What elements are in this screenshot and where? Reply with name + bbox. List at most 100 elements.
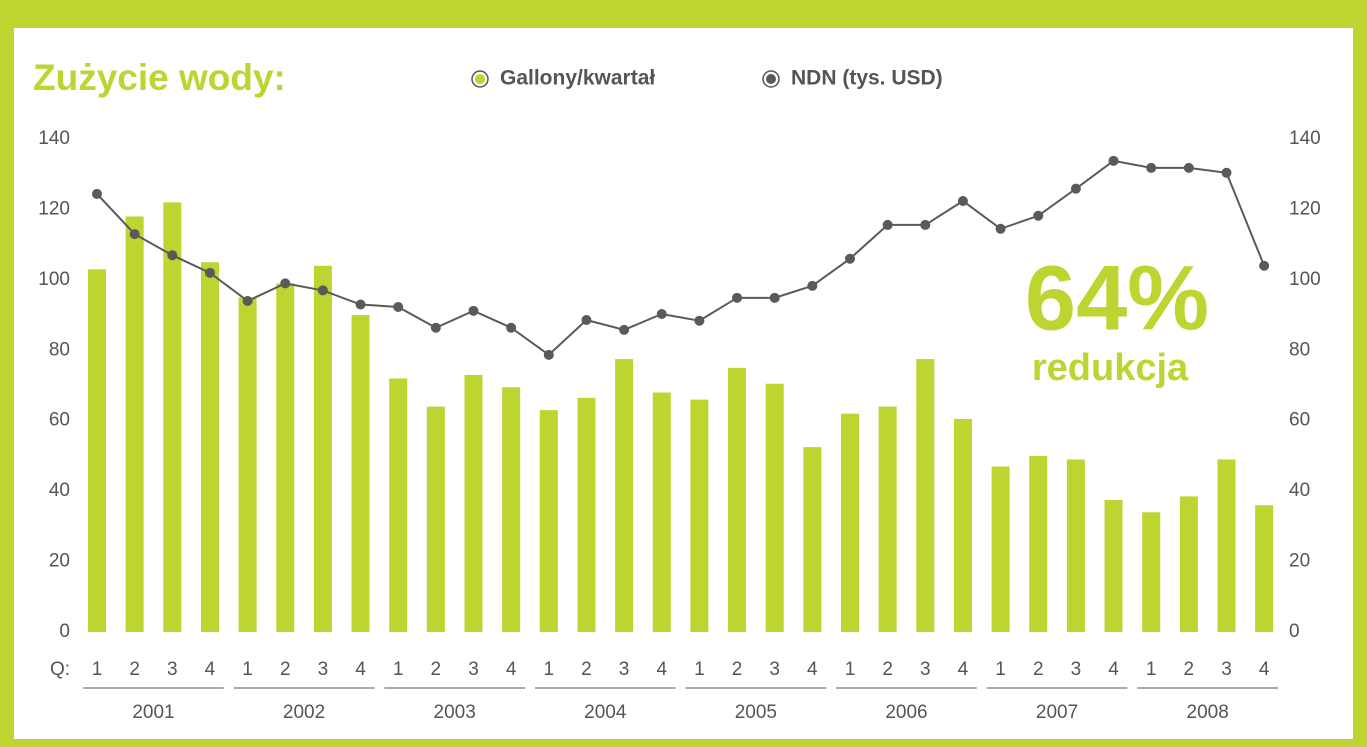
bar [163, 202, 182, 632]
y2-tick-label: 100 [1289, 269, 1321, 290]
group-label: 2002 [283, 702, 325, 723]
point [506, 322, 517, 333]
x-tick-label: 3 [1221, 659, 1232, 680]
bar [200, 262, 219, 632]
bar [953, 418, 972, 632]
bar [878, 406, 897, 632]
x-tick-label: 2 [129, 659, 140, 680]
x-axis-label: Q: [50, 659, 70, 680]
point [995, 223, 1006, 234]
y-tick-label: 20 [49, 551, 70, 572]
legend-label: Gallony/kwartał [500, 67, 655, 90]
y2-tick-label: 80 [1289, 339, 1310, 360]
group-label: 2001 [132, 702, 174, 723]
point [957, 195, 968, 206]
bar [615, 359, 634, 632]
x-tick-label: 4 [205, 659, 216, 680]
x-tick-label: 3 [1071, 659, 1082, 680]
point [1033, 210, 1044, 221]
point [92, 188, 102, 199]
point [807, 280, 818, 291]
bar [125, 216, 144, 632]
bar [1255, 505, 1274, 632]
bar [690, 399, 709, 632]
x-tick-label: 2 [431, 659, 442, 680]
y-tick-label: 40 [49, 480, 70, 501]
point [393, 301, 404, 312]
point [656, 309, 667, 320]
y2-tick-label: 0 [1289, 621, 1300, 642]
annotation: 64% [1025, 247, 1209, 349]
y-tick-label: 60 [49, 410, 70, 431]
bar [502, 387, 521, 632]
point [1183, 162, 1194, 173]
y2-tick-label: 140 [1289, 128, 1321, 149]
x-tick-label: 4 [1108, 659, 1119, 680]
x-tick-label: 3 [769, 659, 780, 680]
bar [313, 265, 332, 632]
bar [803, 447, 822, 632]
bar [1179, 496, 1198, 632]
group-label: 2004 [584, 702, 627, 723]
group-label: 2007 [1036, 702, 1078, 723]
x-tick-label: 1 [1146, 659, 1157, 680]
group-label: 2003 [434, 702, 476, 723]
point [543, 349, 554, 360]
x-tick-label: 1 [694, 659, 705, 680]
point [581, 315, 592, 326]
point [242, 295, 253, 306]
point [355, 299, 366, 310]
x-tick-label: 4 [807, 659, 818, 680]
y2-tick-label: 60 [1289, 410, 1310, 431]
point [1146, 162, 1157, 173]
x-tick-label: 4 [656, 659, 667, 680]
group-label: 2006 [885, 702, 927, 723]
legend-marker [475, 74, 485, 84]
point [317, 285, 328, 296]
point [732, 292, 743, 303]
bar [426, 406, 445, 632]
y-tick-label: 120 [38, 198, 70, 219]
point [204, 267, 215, 278]
y2-tick-label: 40 [1289, 480, 1310, 501]
x-tick-label: 1 [242, 659, 253, 680]
bar [991, 466, 1010, 632]
x-tick-label: 2 [882, 659, 893, 680]
bar [1066, 459, 1085, 632]
x-tick-label: 3 [167, 659, 178, 680]
point [845, 253, 855, 264]
point [1259, 260, 1270, 271]
group-label: 2005 [735, 702, 777, 723]
x-tick-label: 2 [732, 659, 743, 680]
x-tick-label: 4 [958, 659, 969, 680]
line [96, 159, 1266, 357]
x-tick-label: 2 [1033, 659, 1044, 680]
bar [351, 315, 370, 632]
point [769, 292, 780, 303]
y-tick-label: 140 [38, 128, 70, 149]
bar [728, 367, 747, 632]
point [430, 322, 441, 333]
y-tick-label: 0 [59, 621, 70, 642]
point [167, 250, 178, 261]
bar [916, 359, 935, 632]
x-tick-label: 1 [845, 659, 856, 680]
bar [238, 297, 257, 632]
y-tick-label: 80 [49, 339, 70, 360]
bar [88, 269, 106, 632]
x-tick-label: 2 [581, 659, 592, 680]
point [619, 324, 630, 335]
x-tick-label: 1 [995, 659, 1006, 680]
x-tick-label: 3 [318, 659, 329, 680]
chart-title: Zużycie wody: [33, 57, 286, 98]
point [1221, 167, 1232, 178]
y2-tick-label: 120 [1289, 198, 1321, 219]
bar [1217, 459, 1236, 632]
bar [652, 392, 671, 632]
x-tick-label: 4 [355, 659, 366, 680]
bar [539, 410, 558, 632]
y-tick-label: 100 [38, 269, 70, 290]
bar [1029, 455, 1048, 632]
y2-tick-label: 20 [1289, 551, 1310, 572]
